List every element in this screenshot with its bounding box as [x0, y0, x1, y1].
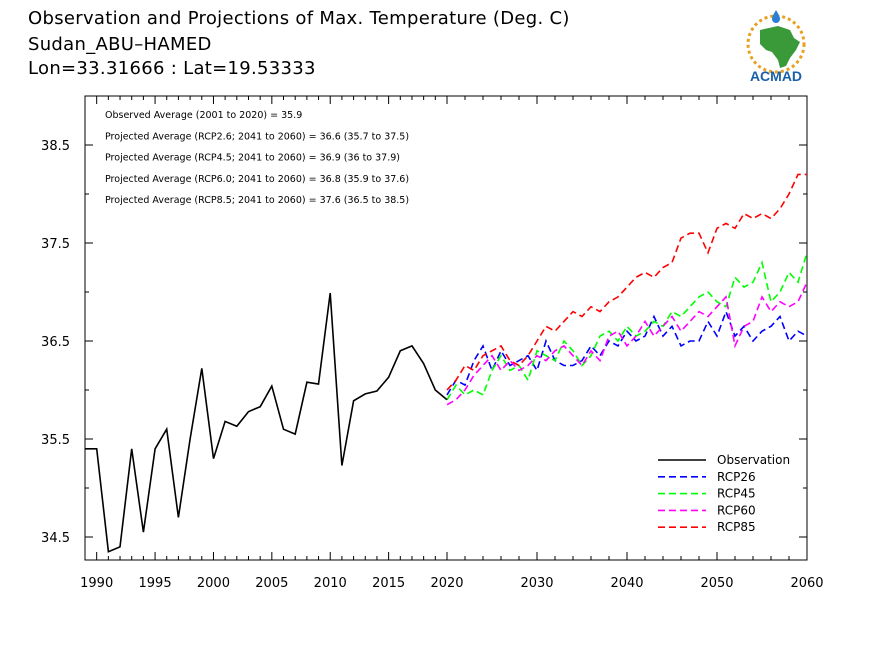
- series-lines: [85, 173, 807, 553]
- x-tick-label: 2060: [790, 576, 823, 591]
- stats-annotations: Observed Average (2001 to 2020) = 35.9 Pr…: [105, 110, 409, 206]
- station-name: Sudan_ABU–HAMED: [28, 34, 212, 55]
- x-tick-label: 2005: [255, 576, 288, 591]
- series-line-rcp85: [446, 173, 807, 391]
- chart-title: Observation and Projections of Max. Temp…: [28, 8, 570, 29]
- x-tick-label: 2030: [520, 576, 553, 591]
- y-tick-label: 37.5: [41, 237, 70, 252]
- x-tick-label: 2015: [372, 576, 405, 591]
- y-tick-label: 38.5: [41, 139, 70, 154]
- y-tick-label: 34.5: [41, 531, 70, 546]
- africa-shape: [760, 26, 800, 68]
- axis-ticks: 34.5 35.5 36.5 37.5 38.5 1990 1995 2000 2005 2010…: [41, 95, 824, 591]
- series-line-rcp26: [446, 309, 807, 396]
- y-tick-label: 36.5: [41, 335, 70, 350]
- legend-label: RCP45: [717, 487, 756, 501]
- legend-label: Observation: [717, 453, 790, 467]
- stat-line: Projected Average (RCP2.6; 2041 to 2060)…: [105, 131, 409, 142]
- x-tick-label: 2000: [197, 576, 230, 591]
- y-tick-label: 35.5: [41, 433, 70, 448]
- x-tick-label: 2020: [430, 576, 463, 591]
- stat-line: Observed Average (2001 to 2020) = 35.9: [105, 110, 302, 121]
- x-tick-label: 2050: [700, 576, 733, 591]
- x-tick-label: 2040: [610, 576, 643, 591]
- series-line-rcp60: [446, 281, 807, 406]
- stat-line: Projected Average (RCP6.0; 2041 to 2060)…: [105, 174, 409, 185]
- stat-line: Projected Average (RCP8.5; 2041 to 2060)…: [105, 195, 409, 206]
- legend: Observation RCP26 RCP45 RCP60 RCP85: [658, 453, 790, 534]
- legend-label: RCP26: [717, 470, 756, 484]
- stat-line: Projected Average (RCP4.5; 2041 to 2060)…: [105, 153, 400, 164]
- legend-label: RCP85: [717, 520, 756, 534]
- x-tick-label: 1995: [139, 576, 172, 591]
- series-line-observation: [85, 292, 448, 553]
- africa-sun-logo-icon: ACMAD: [746, 10, 806, 84]
- legend-label: RCP60: [717, 503, 756, 517]
- acmad-logo-text: ACMAD: [750, 68, 802, 84]
- water-drop-icon: [772, 10, 780, 23]
- x-tick-label: 2010: [314, 576, 347, 591]
- plot-frame: [84, 95, 808, 561]
- series-line-rcp45: [446, 252, 807, 401]
- sun-rays: [746, 14, 806, 74]
- x-tick-label: 1990: [80, 576, 113, 591]
- station-coordinates: Lon=33.31666 : Lat=19.53333: [28, 58, 316, 79]
